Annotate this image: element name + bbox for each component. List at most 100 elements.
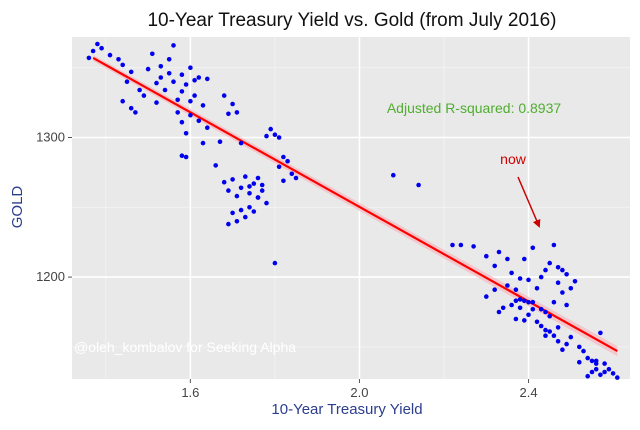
- data-point: [555, 339, 561, 344]
- data-point: [124, 79, 130, 84]
- data-point: [522, 256, 527, 262]
- x-axis-title: 10-Year Treasury Yield: [271, 401, 422, 418]
- data-point: [200, 103, 206, 108]
- data-point: [238, 207, 244, 213]
- data-point: [188, 112, 193, 118]
- data-point: [505, 283, 510, 288]
- data-point: [213, 163, 218, 168]
- data-point: [243, 174, 248, 179]
- data-point: [196, 118, 202, 124]
- data-point: [230, 101, 235, 107]
- data-point: [496, 309, 502, 315]
- data-point: [221, 93, 227, 98]
- data-point: [577, 344, 582, 350]
- data-point: [166, 71, 172, 76]
- data-point: [272, 132, 278, 137]
- data-point: [538, 306, 544, 312]
- data-point: [141, 93, 147, 98]
- data-point: [534, 319, 540, 325]
- data-point: [259, 182, 265, 188]
- data-point: [247, 184, 252, 189]
- chart-title: 10-Year Treasury Yield vs. Gold (from Ju…: [147, 10, 556, 31]
- data-point: [192, 78, 197, 83]
- data-point: [598, 330, 603, 336]
- data-point: [615, 375, 620, 380]
- data-point: [602, 361, 607, 366]
- data-point: [606, 366, 612, 372]
- data-point: [226, 188, 231, 193]
- data-point: [560, 347, 565, 353]
- data-point: [281, 178, 286, 184]
- data-point: [238, 140, 244, 146]
- data-point: [289, 171, 295, 177]
- data-point: [517, 276, 523, 281]
- data-point: [234, 219, 240, 224]
- data-point: [128, 105, 134, 111]
- x-axis: 1.6 2.0 2.4: [181, 379, 538, 400]
- data-point: [547, 313, 552, 319]
- data-point: [293, 175, 299, 181]
- data-point: [593, 358, 599, 364]
- data-point: [602, 369, 607, 375]
- data-point: [276, 164, 282, 170]
- data-point: [598, 372, 603, 378]
- data-point: [230, 210, 235, 216]
- data-point: [128, 69, 134, 75]
- data-point: [555, 280, 561, 286]
- data-point: [179, 89, 185, 94]
- data-point: [247, 205, 252, 210]
- data-point: [585, 373, 590, 379]
- data-point: [158, 75, 164, 80]
- data-point: [238, 185, 244, 191]
- data-point: [200, 140, 206, 146]
- y-axis-title: GOLD: [9, 186, 26, 229]
- data-point: [226, 221, 231, 227]
- data-point: [538, 323, 544, 329]
- data-point: [175, 110, 180, 115]
- data-point: [568, 286, 574, 291]
- data-point: [513, 298, 519, 304]
- data-point: [589, 369, 595, 375]
- data-point: [543, 327, 548, 333]
- data-point: [158, 64, 164, 69]
- data-point: [133, 110, 138, 115]
- data-point: [150, 51, 155, 57]
- data-point: [179, 153, 185, 158]
- data-point: [217, 139, 223, 144]
- data-point: [196, 75, 202, 80]
- x-tick-label: 2.4: [520, 385, 538, 400]
- data-point: [268, 126, 274, 132]
- data-point: [526, 277, 531, 283]
- data-point: [120, 62, 125, 68]
- data-point: [509, 270, 514, 276]
- data-point: [179, 72, 185, 77]
- data-point: [551, 333, 557, 339]
- data-point: [526, 312, 531, 318]
- data-point: [171, 43, 176, 48]
- data-point: [551, 242, 557, 248]
- data-point: [577, 359, 582, 365]
- data-point: [221, 179, 227, 185]
- data-point: [581, 348, 586, 354]
- data-point: [162, 87, 168, 93]
- data-point: [530, 245, 536, 251]
- data-point: [230, 177, 235, 182]
- data-point: [492, 287, 498, 293]
- data-point: [120, 98, 125, 104]
- y-tick-label: 1300: [36, 130, 65, 145]
- data-point: [517, 297, 523, 302]
- data-point: [183, 131, 189, 136]
- data-point: [547, 329, 552, 334]
- data-point: [188, 65, 193, 70]
- data-point: [272, 260, 278, 266]
- data-point: [492, 263, 498, 269]
- data-point: [458, 242, 464, 248]
- data-point: [391, 172, 396, 178]
- data-point: [137, 87, 142, 93]
- r-squared-label: Adjusted R-squared: 0.8937: [387, 100, 562, 116]
- data-point: [484, 253, 489, 259]
- data-point: [534, 286, 540, 291]
- data-point: [243, 214, 248, 220]
- data-point: [530, 306, 536, 312]
- data-point: [551, 299, 557, 305]
